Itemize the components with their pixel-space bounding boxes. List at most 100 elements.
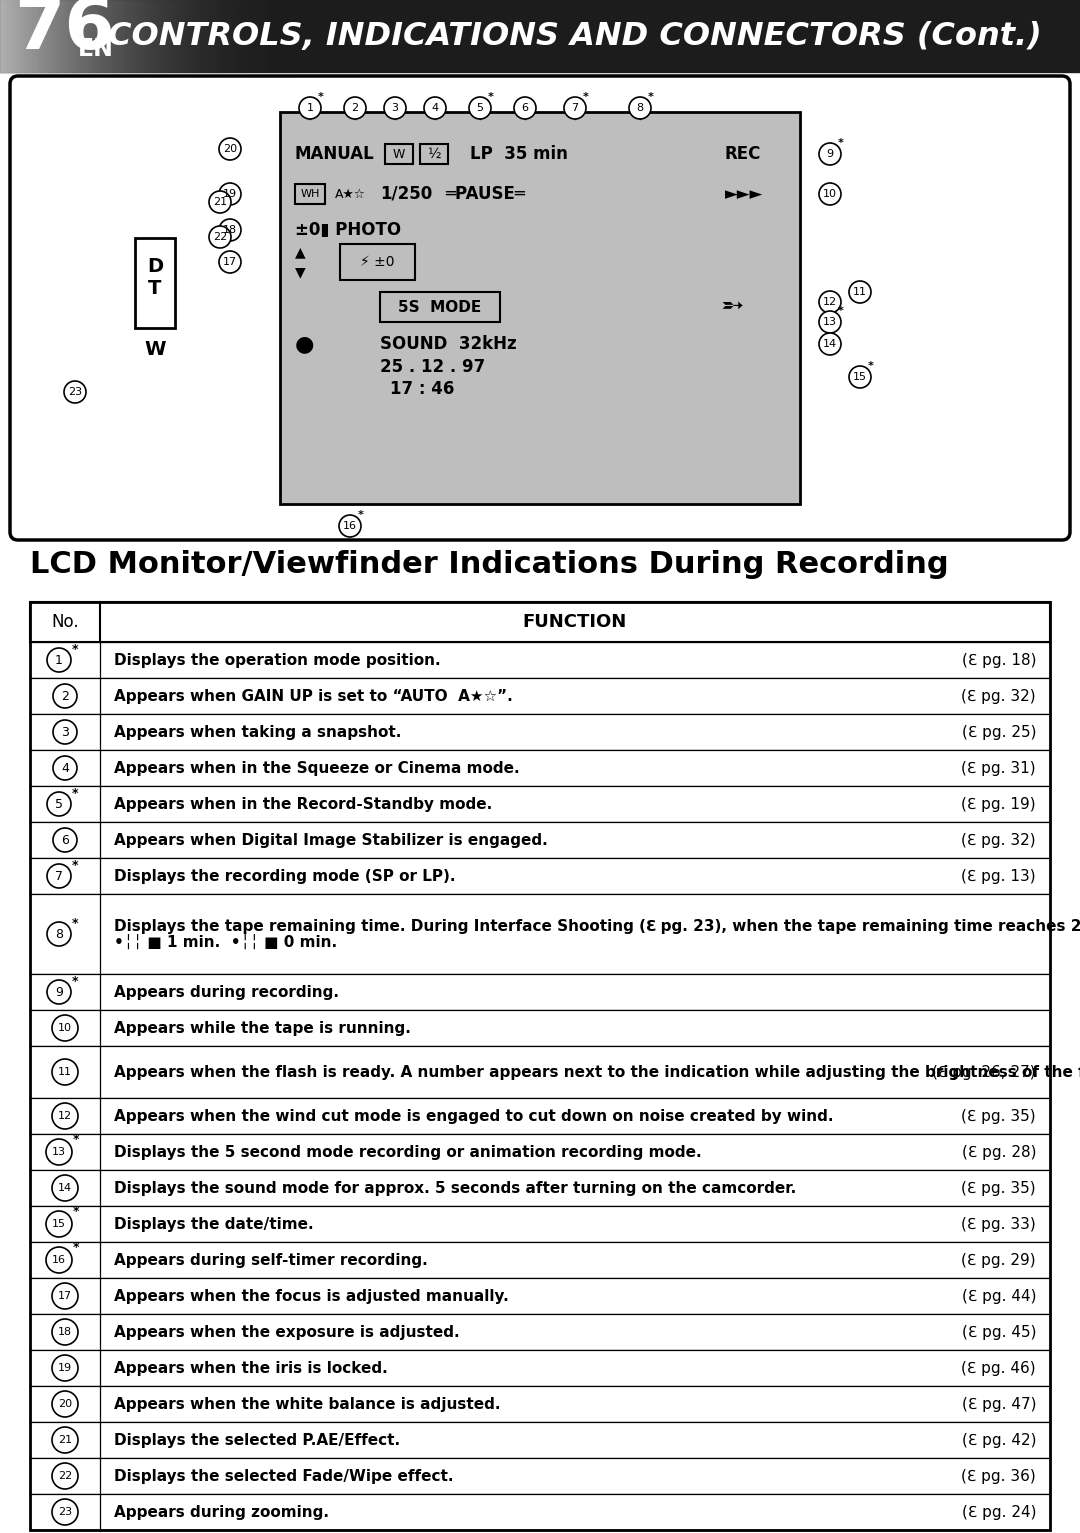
Circle shape (345, 97, 366, 120)
Text: 25 . 12 . 97: 25 . 12 . 97 (380, 359, 485, 376)
Text: (ℇ pg. 25): (ℇ pg. 25) (961, 725, 1036, 739)
Text: 19: 19 (222, 189, 238, 199)
Bar (30, 1098, 1050, 1134)
Text: ⚡ ±0: ⚡ ±0 (360, 254, 394, 268)
Text: 9: 9 (826, 149, 834, 159)
Circle shape (819, 143, 841, 166)
Circle shape (52, 1499, 78, 1525)
Text: 1: 1 (55, 653, 63, 667)
Bar (30, 973, 1050, 1010)
Bar (30, 1386, 1050, 1423)
Circle shape (64, 382, 86, 403)
Bar (30, 786, 1050, 822)
Text: 16: 16 (52, 1256, 66, 1265)
Circle shape (52, 1174, 78, 1200)
Text: Appears when the white balance is adjusted.: Appears when the white balance is adjust… (114, 1397, 500, 1412)
Bar (340, 244, 415, 281)
Text: (ℇ pg. 36): (ℇ pg. 36) (961, 1469, 1036, 1484)
Bar (30, 1134, 1050, 1170)
Text: Appears during zooming.: Appears during zooming. (114, 1504, 329, 1519)
Text: ▲: ▲ (295, 245, 306, 259)
Circle shape (849, 281, 870, 304)
Circle shape (849, 366, 870, 388)
Text: 6: 6 (62, 834, 69, 846)
Text: Appears during recording.: Appears during recording. (114, 984, 339, 1000)
Text: *: * (319, 92, 324, 103)
Text: *: * (583, 92, 589, 103)
Text: *: * (73, 1242, 80, 1254)
Text: Appears when the exposure is adjusted.: Appears when the exposure is adjusted. (114, 1325, 460, 1340)
Circle shape (819, 182, 841, 205)
Text: (ℇ pg. 13): (ℇ pg. 13) (961, 869, 1036, 883)
Bar (380, 291, 500, 322)
Text: 2: 2 (351, 103, 359, 113)
Circle shape (564, 97, 586, 120)
Text: •╎╎ ■ 1 min.  •╎╎ ■ 0 min.: •╎╎ ■ 1 min. •╎╎ ■ 0 min. (114, 935, 337, 950)
Text: 7: 7 (571, 103, 579, 113)
Text: ►►►: ►►► (725, 185, 764, 202)
Text: 1/250: 1/250 (380, 185, 432, 202)
Text: 17 : 46: 17 : 46 (390, 380, 455, 399)
Circle shape (52, 1318, 78, 1344)
Text: 8: 8 (636, 103, 644, 113)
Bar (30, 1242, 1050, 1279)
Bar (30, 858, 1050, 894)
Text: *: * (868, 360, 874, 371)
Bar (30, 714, 1050, 750)
Text: Displays the sound mode for approx. 5 seconds after turning on the camcorder.: Displays the sound mode for approx. 5 se… (114, 1180, 796, 1196)
Text: 11: 11 (58, 1067, 72, 1078)
Text: 20: 20 (58, 1400, 72, 1409)
Circle shape (53, 828, 77, 852)
Text: *: * (72, 858, 79, 871)
Text: 11: 11 (853, 287, 867, 297)
Text: *: * (73, 1205, 80, 1219)
Text: *: * (838, 138, 843, 149)
Text: LCD Monitor/Viewfinder Indications During Recording: LCD Monitor/Viewfinder Indications Durin… (30, 550, 948, 579)
Text: 21: 21 (58, 1435, 72, 1446)
Text: 9: 9 (55, 986, 63, 998)
Text: (ℇ pg. 18): (ℇ pg. 18) (961, 653, 1036, 667)
Circle shape (339, 515, 361, 537)
Text: *: * (72, 975, 79, 987)
Text: ➵: ➵ (720, 293, 743, 320)
Text: 18: 18 (222, 225, 238, 235)
Text: Appears when in the Squeeze or Cinema mode.: Appears when in the Squeeze or Cinema mo… (114, 760, 519, 776)
Circle shape (48, 648, 71, 671)
Text: 76: 76 (14, 0, 114, 64)
Circle shape (219, 219, 241, 241)
Bar (30, 1046, 1050, 1098)
Bar (30, 642, 1050, 678)
Text: ═PAUSE═: ═PAUSE═ (445, 185, 525, 202)
Text: Displays the recording mode (SP or LP).: Displays the recording mode (SP or LP). (114, 869, 456, 883)
Text: W: W (393, 147, 405, 161)
Text: *: * (73, 1133, 80, 1147)
Circle shape (53, 756, 77, 780)
Text: 15: 15 (853, 373, 867, 382)
Bar (0, 0, 1080, 72)
Circle shape (514, 97, 536, 120)
Bar (30, 1458, 1050, 1495)
Bar (30, 602, 1050, 642)
Text: (ℇ pg. 35): (ℇ pg. 35) (961, 1108, 1036, 1124)
Text: (ℇ pg. 29): (ℇ pg. 29) (961, 1252, 1036, 1268)
Text: FUNCTION: FUNCTION (523, 613, 627, 632)
Circle shape (210, 192, 231, 213)
Circle shape (210, 225, 231, 248)
Text: 23: 23 (58, 1507, 72, 1518)
Bar (295, 184, 325, 204)
Text: T: T (148, 279, 162, 297)
Bar (30, 1423, 1050, 1458)
Circle shape (299, 97, 321, 120)
Text: *: * (72, 917, 79, 929)
Bar (30, 894, 1050, 973)
Text: (ℇ pg. 24): (ℇ pg. 24) (961, 1504, 1036, 1519)
Circle shape (48, 793, 71, 816)
Text: 5: 5 (476, 103, 484, 113)
Bar (384, 144, 413, 164)
Text: 10: 10 (823, 189, 837, 199)
Circle shape (629, 97, 651, 120)
Circle shape (52, 1427, 78, 1453)
Bar (280, 112, 800, 504)
Text: (ℇ pg. 45): (ℇ pg. 45) (961, 1325, 1036, 1340)
Circle shape (219, 182, 241, 205)
